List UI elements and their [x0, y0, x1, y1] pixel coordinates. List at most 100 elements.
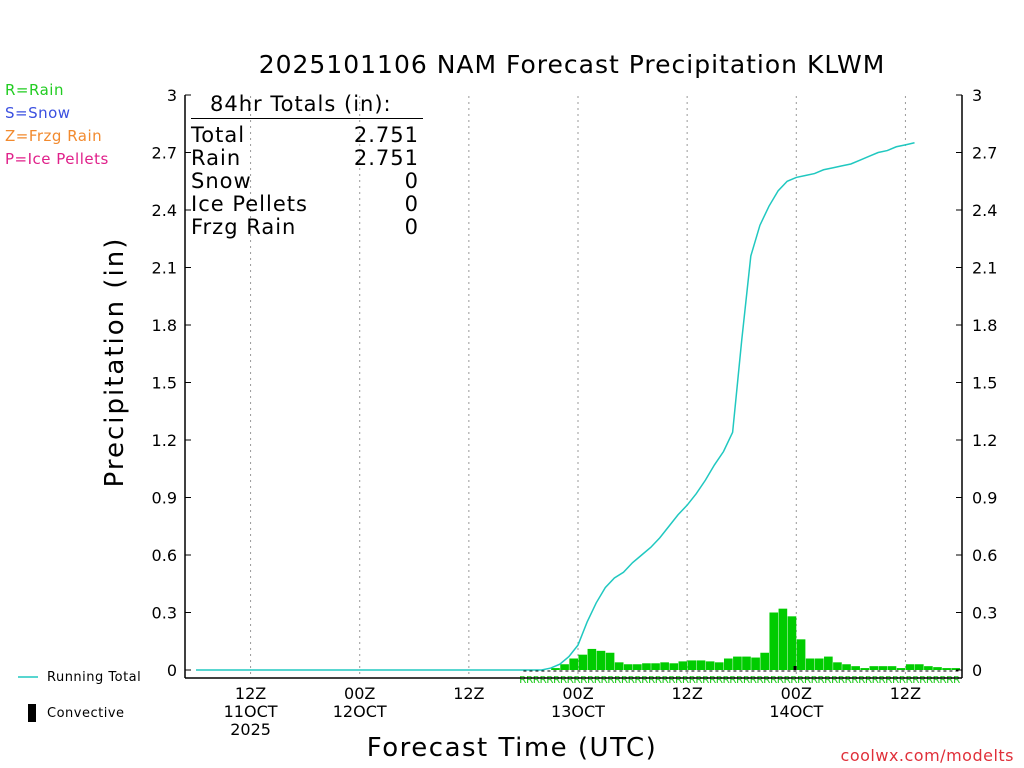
- x-tick-label: 14OCT: [769, 702, 823, 721]
- precip-bar: [669, 663, 679, 670]
- legend-ice-pellets: P=Ice Pellets: [5, 150, 109, 168]
- totals-row-frzg-rain: Frzg Rain 0: [191, 216, 431, 239]
- precip-bar: [678, 661, 688, 670]
- legend-rain: R=Rain: [5, 81, 64, 99]
- totals-panel: 84hr Totals (in): Total 2.751 Rain 2.751 S…: [191, 92, 431, 239]
- precip-bar: [869, 666, 879, 670]
- precip-bar: [714, 662, 724, 670]
- totals-header-text: 84hr Totals (in):: [210, 92, 392, 116]
- x-tick-label: 12Z: [671, 684, 702, 703]
- x-tick-label: 00Z: [781, 684, 812, 703]
- chart-title: 2025101106 NAM Forecast Precipitation KL…: [258, 50, 886, 79]
- precip-bar: [642, 663, 651, 670]
- x-axis-label: Forecast Time (UTC): [366, 733, 658, 763]
- x-tick-label: 00Z: [344, 684, 375, 703]
- precip-bar: [896, 668, 906, 670]
- precip-bar: [824, 656, 833, 670]
- totals-label: Snow: [191, 169, 252, 193]
- totals-value: 2.751: [353, 146, 419, 170]
- precip-bar: [605, 652, 615, 670]
- y-tick-label-left: 0.9: [152, 489, 177, 508]
- y-tick-label-right: 2.1: [972, 259, 997, 278]
- precip-bar: [551, 668, 560, 670]
- precip-bar: [951, 668, 960, 670]
- totals-row-total: Total 2.751: [191, 124, 431, 147]
- precip-bar: [623, 664, 633, 670]
- totals-value: 0: [404, 215, 419, 239]
- precip-bar: [851, 666, 860, 670]
- x-tick-label: 12Z: [890, 684, 921, 703]
- y-tick-label-left: 0.3: [152, 604, 177, 623]
- y-tick-label-right: 2.7: [972, 144, 997, 163]
- y-tick-label-right: 1.5: [972, 374, 997, 393]
- precip-type-code-row: RRRRRRRRRRRRRRRRRRRRRRRRRRRRRRRRRRRRRRRR…: [519, 675, 961, 686]
- convective-legend-swatch: [28, 704, 36, 722]
- precip-bar: [778, 608, 788, 670]
- precip-bar: [887, 666, 897, 670]
- x-tick-label: 12OCT: [333, 702, 387, 721]
- precip-bar: [578, 654, 588, 670]
- totals-row-rain: Rain 2.751: [191, 147, 431, 170]
- y-tick-label-left: 1.5: [152, 374, 177, 393]
- x-tick-label: 2025: [230, 720, 271, 739]
- precip-bar: [651, 663, 660, 670]
- precip-bar: [914, 664, 924, 670]
- precip-bar: [878, 666, 888, 670]
- totals-row-snow: Snow 0: [191, 170, 431, 193]
- precip-bar: [760, 652, 769, 670]
- y-axis-label: Precipitation (in): [100, 236, 130, 488]
- precip-bar: [933, 667, 942, 670]
- y-tick-label-right: 1.8: [972, 316, 997, 335]
- precip-bar: [705, 661, 715, 670]
- totals-label: Total: [191, 123, 246, 147]
- convective-bar: [793, 666, 797, 670]
- legend-frzg-rain: Z=Frzg Rain: [5, 127, 103, 145]
- totals-header: 84hr Totals (in):: [191, 92, 431, 119]
- y-tick-label-left: 2.1: [152, 259, 177, 278]
- x-tick-label: 12Z: [453, 684, 484, 703]
- precip-bar: [723, 658, 733, 670]
- precip-bar: [742, 656, 751, 670]
- precip-bar: [787, 616, 797, 670]
- y-tick-label-right: 3: [972, 86, 982, 105]
- x-tick-label: 12Z: [235, 684, 266, 703]
- y-tick-label-left: 2.4: [152, 201, 177, 220]
- totals-value: 0: [404, 169, 419, 193]
- y-tick-label-left: 1.2: [152, 431, 177, 450]
- credit-link[interactable]: coolwx.com/modelts: [840, 746, 1014, 765]
- precip-bar: [569, 658, 578, 670]
- y-tick-label-left: 0: [167, 661, 177, 680]
- precip-bar: [833, 662, 842, 670]
- precip-bar: [796, 639, 806, 670]
- precip-bar: [942, 668, 951, 670]
- precip-bar: [596, 650, 606, 670]
- y-tick-label-right: 2.4: [972, 201, 997, 220]
- x-tick-label: 11OCT: [224, 702, 278, 721]
- precip-bar: [751, 657, 760, 670]
- precip-bar: [633, 664, 642, 670]
- precip-bar: [687, 660, 697, 670]
- precip-bar: [614, 662, 624, 670]
- precip-bar: [733, 656, 742, 670]
- running-total-line: [196, 141, 915, 671]
- totals-label: Ice Pellets: [191, 192, 308, 216]
- precip-bar: [805, 658, 815, 670]
- x-tick-label: 00Z: [562, 684, 593, 703]
- y-tick-label-left: 0.6: [152, 546, 177, 565]
- x-tick-label: 13OCT: [551, 702, 605, 721]
- precip-bar: [560, 664, 569, 670]
- totals-label: Rain: [191, 146, 242, 170]
- precip-bar: [924, 666, 933, 670]
- y-tick-label-right: 0.3: [972, 604, 997, 623]
- totals-row-ice-pellets: Ice Pellets 0: [191, 193, 431, 216]
- y-tick-label-left: 1.8: [152, 316, 177, 335]
- y-tick-label-right: 0: [972, 661, 982, 680]
- y-tick-label-right: 0.6: [972, 546, 997, 565]
- precip-bar: [842, 664, 851, 670]
- y-tick-label-left: 2.7: [152, 144, 177, 163]
- y-tick-label-left: 3: [167, 86, 177, 105]
- legend-running-total-label: Running Total: [47, 670, 142, 685]
- precip-bar: [769, 612, 779, 670]
- legend-convective-label: Convective: [47, 706, 125, 721]
